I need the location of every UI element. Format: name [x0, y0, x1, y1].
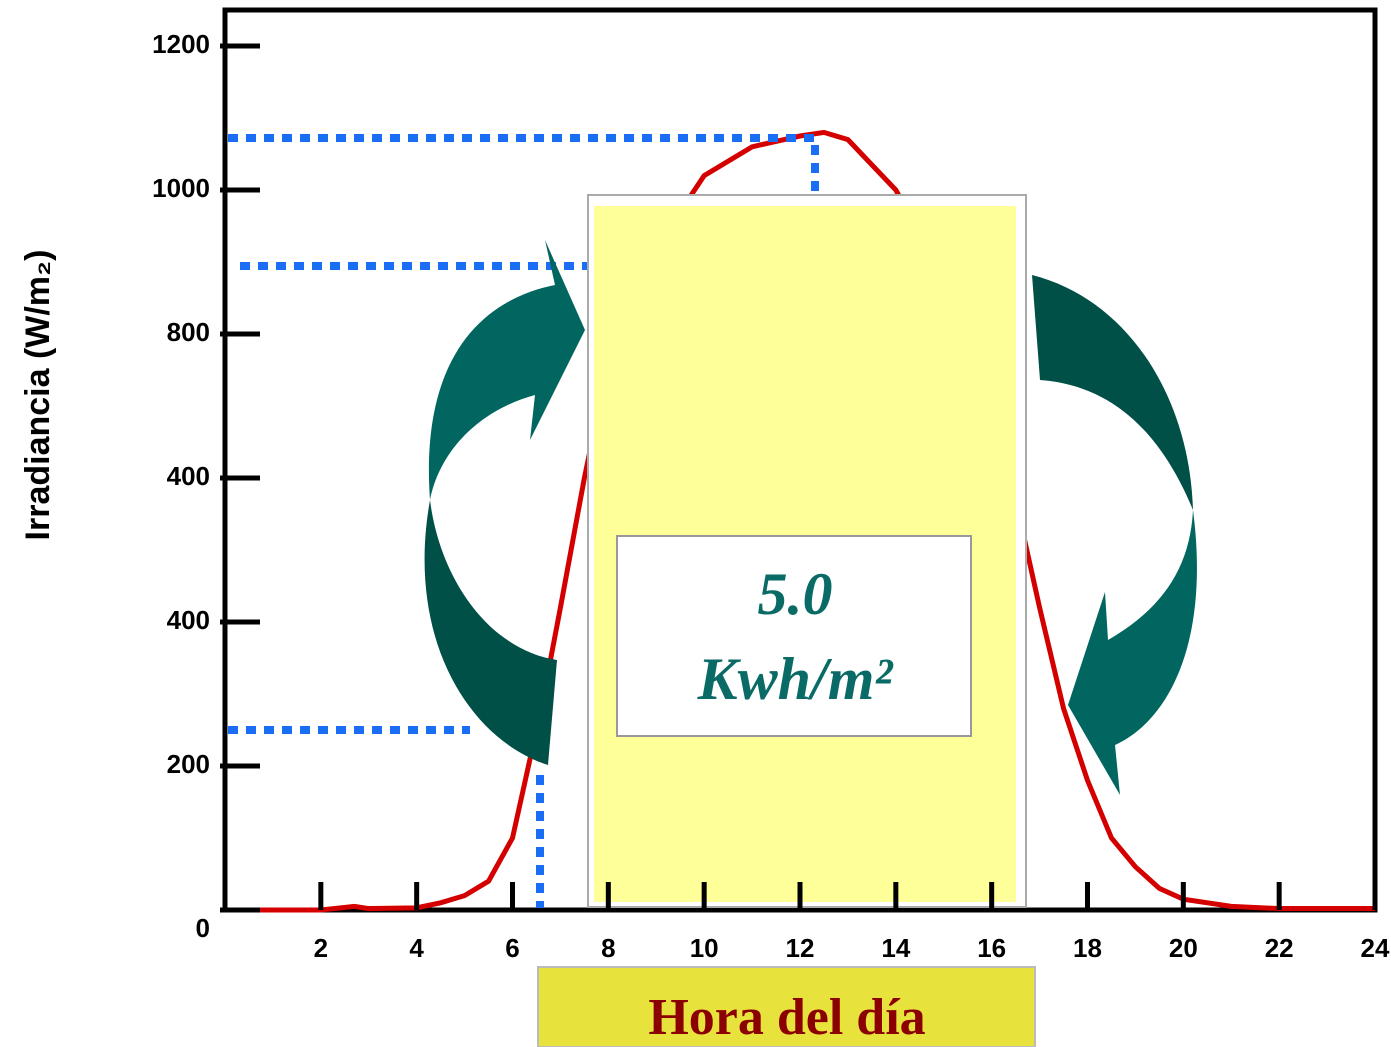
- reference-lines: [228, 134, 819, 908]
- y-tick-label: 0: [196, 913, 210, 943]
- x-tick-label: 10: [690, 933, 719, 963]
- x-label-box: [537, 966, 1036, 1047]
- arrow-right-top: [1032, 275, 1193, 510]
- y-tick-label: 400: [167, 605, 210, 635]
- x-tick-label: 22: [1265, 933, 1294, 963]
- x-tick-label: 24: [1361, 933, 1390, 963]
- x-tick-label: 14: [881, 933, 910, 963]
- y-tick-label: 800: [167, 317, 210, 347]
- result-unit: Kwh/m²: [697, 646, 895, 712]
- arrow-right-bottom: [1068, 510, 1197, 795]
- y-axis-label: Irradiancia (W/m₂): [19, 250, 57, 541]
- x-axis-label: Hora del día: [648, 989, 925, 1046]
- x-tick-label: 2: [314, 933, 328, 963]
- x-tick-label: 4: [409, 933, 424, 963]
- arrow-left-top: [428, 240, 585, 500]
- arrow-left-bottom: [424, 500, 557, 765]
- x-tick-label: 20: [1169, 933, 1198, 963]
- y-tick-label: 1000: [152, 173, 210, 203]
- y-tick-label: 200: [167, 749, 210, 779]
- y-tick-label: 400: [167, 461, 210, 491]
- result-value: 5.0: [758, 561, 833, 627]
- y-tick-label: 1200: [152, 29, 210, 59]
- arrows: [424, 240, 1197, 795]
- x-tick-label: 12: [786, 933, 815, 963]
- x-tick-label: 6: [505, 933, 519, 963]
- x-tick-label: 16: [977, 933, 1006, 963]
- x-tick-label: 18: [1073, 933, 1102, 963]
- x-tick-label: 8: [601, 933, 615, 963]
- result-box: [616, 535, 972, 737]
